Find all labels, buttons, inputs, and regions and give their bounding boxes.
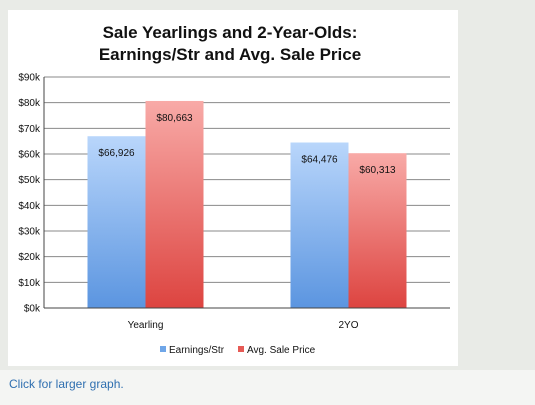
bar-0-1 xyxy=(145,100,204,308)
chart-title-line-1: Sale Yearlings and 2-Year-Olds: xyxy=(103,23,358,42)
bars xyxy=(87,100,407,308)
legend: Earnings/Str Avg. Sale Price xyxy=(160,345,316,356)
y-tick-label: $20k xyxy=(18,252,41,263)
y-tick-label: $40k xyxy=(18,201,41,212)
y-tick-label: $50k xyxy=(18,175,41,186)
y-tick-label: $0k xyxy=(24,304,41,315)
data-label: $66,926 xyxy=(98,148,135,159)
legend-swatch xyxy=(160,346,166,352)
y-tick-label: $30k xyxy=(18,227,41,238)
chart-title-line-2: Earnings/Str and Avg. Sale Price xyxy=(99,45,361,64)
bar-0-0 xyxy=(87,136,146,308)
bar-1-1 xyxy=(348,153,407,308)
x-tick-label: 2YO xyxy=(338,320,358,331)
data-label: $64,476 xyxy=(301,155,338,166)
y-tick-label: $80k xyxy=(18,98,41,109)
legend-swatch xyxy=(238,346,244,352)
y-axis-ticks: $0k $10k $20k $30k $40k $50k $60k $70k $80k $90k xyxy=(18,73,41,315)
y-tick-label: $90k xyxy=(18,73,41,84)
bar-1-0 xyxy=(290,142,349,308)
chart-panel[interactable]: Sale Yearlings and 2-Year-Olds: Earnings… xyxy=(8,10,458,366)
legend-label: Earnings/Str xyxy=(169,345,225,356)
data-labels: $66,926 $80,663 $64,476 $60,313 xyxy=(98,113,396,176)
y-tick-label: $60k xyxy=(18,150,41,161)
x-axis-ticks: Yearling 2YO xyxy=(128,320,359,331)
figure-frame: Sale Yearlings and 2-Year-Olds: Earnings… xyxy=(0,0,535,370)
x-tick-label: Yearling xyxy=(128,320,164,331)
data-label: $80,663 xyxy=(156,113,193,124)
y-tick-label: $10k xyxy=(18,278,41,289)
data-label: $60,313 xyxy=(359,165,396,176)
bar-chart: Sale Yearlings and 2-Year-Olds: Earnings… xyxy=(18,23,450,356)
legend-label: Avg. Sale Price xyxy=(247,345,316,356)
y-tick-label: $70k xyxy=(18,124,41,135)
larger-graph-link[interactable]: Click for larger graph. xyxy=(9,377,124,391)
